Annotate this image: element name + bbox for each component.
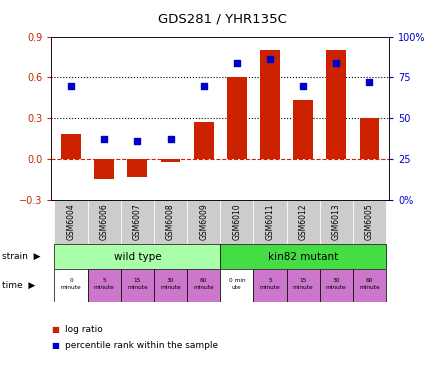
Bar — [353, 269, 386, 302]
Bar — [187, 200, 220, 244]
Text: 5
minute: 5 minute — [259, 279, 280, 290]
Point — [68, 83, 75, 89]
Text: wild type: wild type — [113, 252, 161, 262]
Text: GSM6008: GSM6008 — [166, 203, 175, 240]
Text: ■: ■ — [51, 341, 59, 350]
Bar — [121, 269, 154, 302]
Text: time  ▶: time ▶ — [2, 281, 36, 290]
Point — [101, 137, 108, 142]
Bar — [54, 269, 88, 302]
Text: 30
minute: 30 minute — [326, 279, 347, 290]
Bar — [260, 50, 280, 159]
Text: percentile rank within the sample: percentile rank within the sample — [65, 341, 218, 350]
Text: 15
minute: 15 minute — [127, 279, 148, 290]
Point — [267, 56, 274, 62]
Bar — [154, 200, 187, 244]
Text: GSM6013: GSM6013 — [332, 203, 341, 240]
Bar — [121, 200, 154, 244]
Bar — [220, 269, 254, 302]
Text: GSM6007: GSM6007 — [133, 203, 142, 240]
Bar — [227, 77, 247, 159]
Text: GDS281 / YHR135C: GDS281 / YHR135C — [158, 12, 287, 26]
Bar — [154, 269, 187, 302]
Bar — [161, 159, 181, 162]
Text: GSM6005: GSM6005 — [365, 203, 374, 240]
Bar — [88, 200, 121, 244]
Text: 60
minute: 60 minute — [193, 279, 214, 290]
Bar — [287, 269, 320, 302]
Text: 60
minute: 60 minute — [359, 279, 380, 290]
Point — [167, 137, 174, 142]
Bar — [88, 269, 121, 302]
Bar — [320, 200, 353, 244]
Point — [333, 60, 340, 66]
Point — [200, 83, 207, 89]
Point — [366, 79, 373, 85]
Text: GSM6012: GSM6012 — [299, 203, 307, 240]
Bar — [61, 134, 81, 159]
Text: GSM6004: GSM6004 — [67, 203, 76, 240]
Text: GSM6011: GSM6011 — [266, 203, 275, 240]
Bar — [220, 244, 386, 269]
Text: GSM6009: GSM6009 — [199, 203, 208, 240]
Bar — [54, 244, 220, 269]
Bar — [94, 159, 114, 179]
Bar — [353, 200, 386, 244]
Bar — [187, 269, 220, 302]
Text: 30
minute: 30 minute — [160, 279, 181, 290]
Bar — [326, 50, 346, 159]
Point — [134, 138, 141, 144]
Bar — [320, 269, 353, 302]
Bar — [127, 159, 147, 176]
Text: kin82 mutant: kin82 mutant — [268, 252, 338, 262]
Text: 0
minute: 0 minute — [61, 279, 81, 290]
Point — [233, 60, 240, 66]
Bar — [254, 269, 287, 302]
Bar — [360, 118, 380, 159]
Text: ■: ■ — [51, 325, 59, 334]
Point — [299, 83, 307, 89]
Text: GSM6006: GSM6006 — [100, 203, 109, 240]
Bar — [194, 122, 214, 159]
Bar — [287, 200, 320, 244]
Text: log ratio: log ratio — [65, 325, 102, 334]
Text: 15
minute: 15 minute — [293, 279, 314, 290]
Text: 5
minute: 5 minute — [94, 279, 115, 290]
Bar — [293, 100, 313, 159]
Text: strain  ▶: strain ▶ — [2, 252, 41, 261]
Bar — [254, 200, 287, 244]
Bar — [54, 200, 88, 244]
Text: 0 min
ute: 0 min ute — [229, 279, 245, 290]
Bar — [220, 200, 254, 244]
Text: GSM6010: GSM6010 — [232, 203, 241, 240]
